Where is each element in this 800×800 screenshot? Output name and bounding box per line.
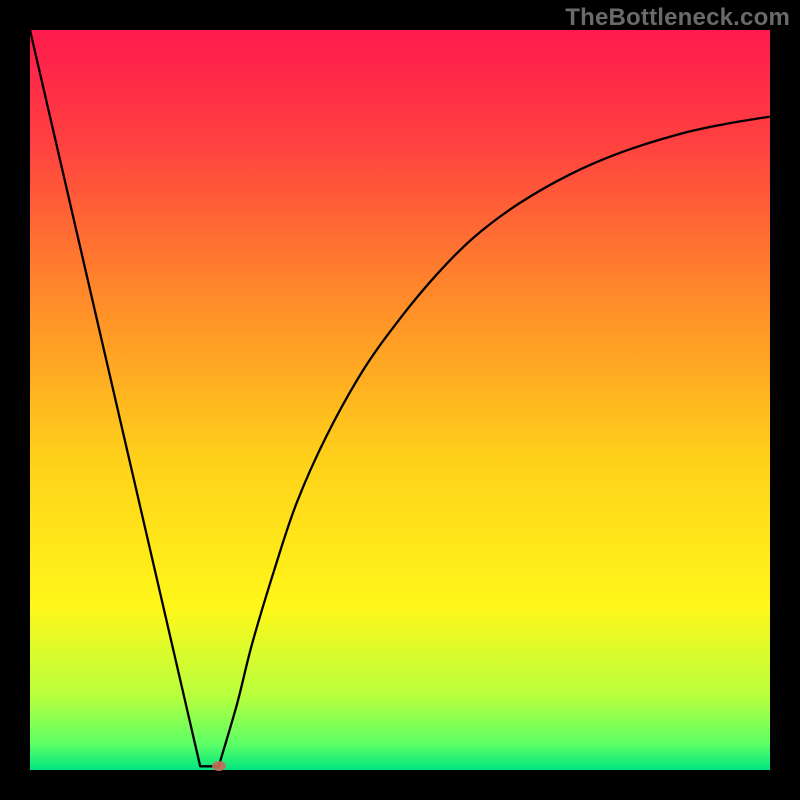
attribution-text: TheBottleneck.com (565, 4, 790, 32)
chart-frame: TheBottleneck.com (0, 0, 800, 800)
bottleneck-curve (30, 30, 770, 770)
optimal-point-marker (212, 761, 226, 771)
plot-area (30, 30, 770, 770)
